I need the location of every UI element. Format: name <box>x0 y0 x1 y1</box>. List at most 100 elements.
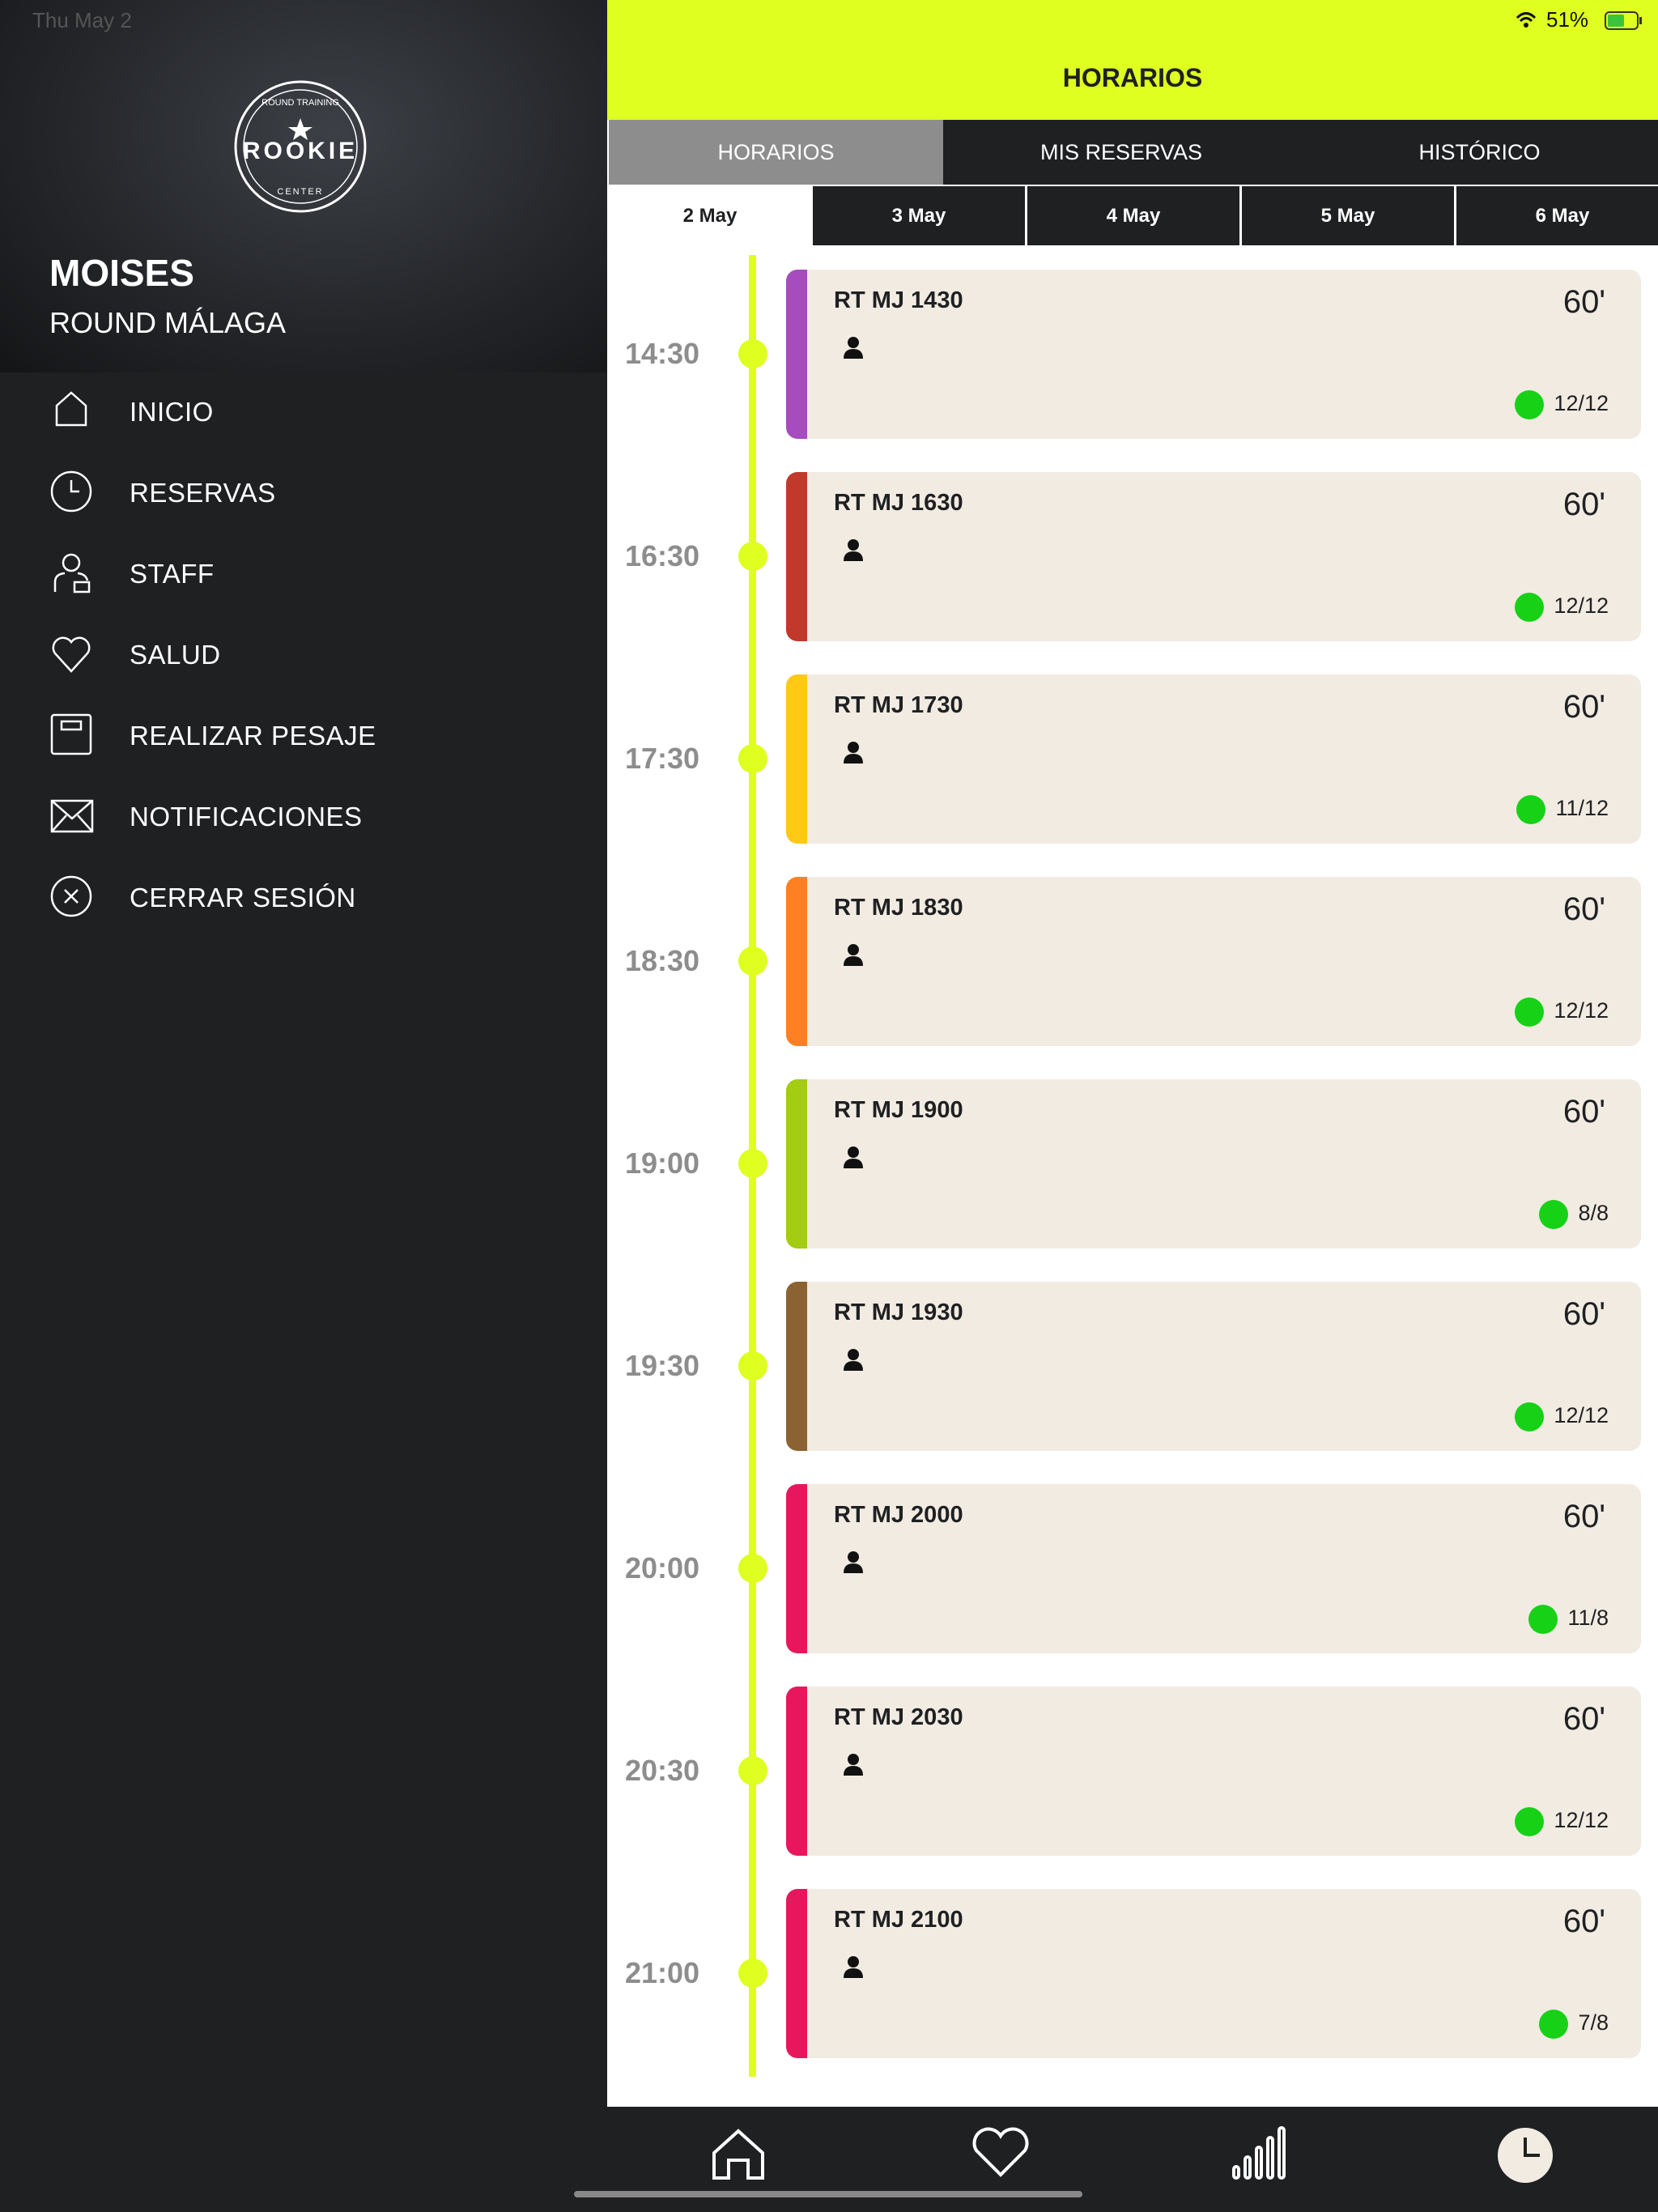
header-title: HORARIOS <box>1062 63 1203 92</box>
day-tab[interactable]: 4 May <box>1027 186 1239 245</box>
nav-home[interactable] <box>712 2129 764 2180</box>
class-card[interactable]: RT MJ 1830 60' 12/12 <box>786 877 1641 1046</box>
menu-item[interactable]: REALIZAR PESAJE <box>130 721 376 751</box>
timeline-dot <box>738 1149 767 1178</box>
day-tab[interactable]: 3 May <box>813 186 1025 245</box>
menu-item[interactable]: CERRAR SESIÓN <box>130 883 356 912</box>
class-color-bar <box>786 270 807 439</box>
nav-icons[interactable] <box>607 2107 1658 2212</box>
timeline-dot <box>738 1756 767 1785</box>
class-color-bar <box>786 1889 807 2058</box>
class-occupancy: 12/12 <box>1554 1403 1609 1427</box>
day-tab[interactable]: 2 May <box>607 186 813 245</box>
timeline-dot <box>738 1351 767 1380</box>
class-name: RT MJ 1430 <box>834 287 963 313</box>
menu-item[interactable]: SALUD <box>130 640 221 670</box>
nav-health[interactable] <box>972 2127 1029 2177</box>
bottom-nav <box>574 2107 1658 2212</box>
menu-item[interactable]: NOTIFICACIONES <box>130 802 363 832</box>
class-card[interactable]: RT MJ 1430 60' 12/12 <box>786 270 1641 439</box>
class-card[interactable]: RT MJ 2000 60' 11/8 <box>786 1484 1641 1653</box>
menu-item[interactable]: INICIO <box>130 397 214 427</box>
wifi-icon <box>1516 12 1537 23</box>
menu-icon[interactable] <box>50 470 96 516</box>
class-time: 21:00 <box>625 1956 700 1989</box>
class-name: RT MJ 1930 <box>834 1300 963 1325</box>
person-icon <box>844 539 863 561</box>
timeline-dot <box>738 542 767 571</box>
battery-tip <box>1639 17 1642 24</box>
person-icon <box>844 742 863 764</box>
status-dot <box>1515 1807 1544 1836</box>
class-card[interactable]: RT MJ 1730 60' 11/12 <box>786 674 1641 844</box>
menu-icon[interactable] <box>50 713 96 759</box>
class-occupancy: 12/12 <box>1554 391 1609 415</box>
class-duration: 60' <box>1562 1701 1605 1737</box>
timeline-dot <box>738 1959 767 1988</box>
menu-icon[interactable] <box>50 632 96 678</box>
schedule-panel: HORARIOS 51% HORARIOS MIS RESERVAS HISTÓRI… <box>574 0 1658 2212</box>
tab[interactable]: HISTÓRICO <box>1299 120 1658 185</box>
class-duration: 60' <box>1562 284 1605 320</box>
class-color-bar <box>786 472 807 641</box>
class-name: RT MJ 2100 <box>834 1907 963 1933</box>
class-time: 16:30 <box>625 539 700 572</box>
battery-percent: 51% <box>1546 7 1589 32</box>
class-color-bar <box>786 877 807 1046</box>
class-occupancy: 8/8 <box>1578 1201 1609 1225</box>
logo-ring <box>234 80 367 213</box>
timeline-dot <box>738 946 767 976</box>
class-card[interactable]: RT MJ 1900 60' 8/8 <box>786 1079 1641 1249</box>
class-name: RT MJ 2000 <box>834 1502 963 1528</box>
timeline-dot <box>738 744 767 773</box>
class-card[interactable]: RT MJ 2030 60' 12/12 <box>786 1687 1641 1856</box>
class-duration: 60' <box>1562 1296 1605 1332</box>
class-occupancy: 12/12 <box>1554 593 1609 618</box>
class-color-bar <box>786 1282 807 1451</box>
nav-stats[interactable] <box>1232 2126 1286 2180</box>
menu-icon[interactable] <box>50 794 96 840</box>
logo-top: ROUND TRAINING <box>261 98 339 108</box>
tab[interactable]: HORARIOS <box>609 120 943 185</box>
club-name: ROUND MÁLAGA <box>49 306 287 339</box>
class-card[interactable]: RT MJ 2100 60' 7/8 <box>786 1889 1641 2058</box>
status-dot <box>1515 998 1544 1027</box>
menu-item[interactable]: STAFF <box>130 559 215 589</box>
class-time: 20:30 <box>625 1754 700 1787</box>
battery-icon <box>1605 11 1639 30</box>
status-dot <box>1515 390 1544 419</box>
tab[interactable]: MIS RESERVAS <box>943 120 1299 185</box>
menu-icon[interactable] <box>50 875 96 921</box>
status-date: Thu May 2 <box>32 8 132 32</box>
class-duration: 60' <box>1562 1499 1605 1534</box>
home-indicator <box>574 2191 1082 2197</box>
status-dot <box>1539 1200 1568 1229</box>
class-card[interactable]: RT MJ 1630 60' 12/12 <box>786 472 1641 641</box>
menu-icon[interactable] <box>50 551 96 597</box>
status-dot <box>1528 1605 1558 1634</box>
status-dot <box>1539 2010 1568 2039</box>
status-dot <box>1515 1402 1544 1431</box>
menu-item[interactable]: RESERVAS <box>130 478 276 508</box>
class-occupancy: 11/12 <box>1555 796 1609 820</box>
class-duration: 60' <box>1562 487 1605 522</box>
menu-icon[interactable] <box>50 389 96 435</box>
logo: ROUND TRAINING ROOKIE CENTER <box>234 80 367 213</box>
class-time: 19:00 <box>625 1146 700 1180</box>
class-time: 14:30 <box>625 337 700 370</box>
class-time: 17:30 <box>625 742 700 775</box>
day-tab[interactable]: 6 May <box>1456 186 1658 245</box>
class-occupancy: 11/8 <box>1567 1606 1609 1630</box>
day-tab[interactable]: 5 May <box>1242 186 1454 245</box>
class-time: 19:30 <box>625 1349 700 1382</box>
class-duration: 60' <box>1562 891 1605 927</box>
status-icons <box>1516 11 1642 30</box>
person-icon <box>844 1349 863 1371</box>
class-occupancy: 12/12 <box>1554 998 1609 1023</box>
class-name: RT MJ 2030 <box>834 1704 963 1730</box>
class-color-bar <box>786 1687 807 1856</box>
profile-header: ROUND TRAINING ROOKIE CENTER MOISES ROUN… <box>0 0 607 372</box>
class-card[interactable]: RT MJ 1930 60' 12/12 <box>786 1282 1641 1451</box>
timeline-dot <box>738 1554 767 1583</box>
